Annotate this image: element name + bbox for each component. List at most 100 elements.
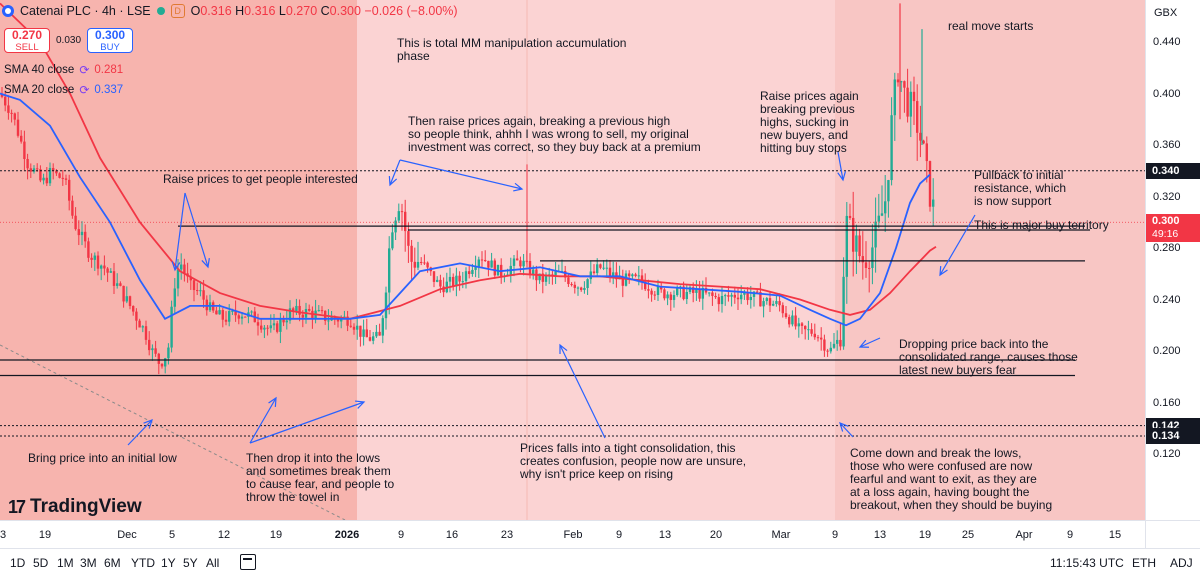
candle-body xyxy=(605,267,608,269)
eth-toggle[interactable]: ETH xyxy=(1132,556,1156,570)
timeframe-button-1m[interactable]: 1M xyxy=(57,556,74,570)
annotation-arrow-head xyxy=(171,261,181,272)
annotation-arrow xyxy=(249,401,365,444)
candle-body xyxy=(640,275,644,282)
annotation-drop-lows: Then drop it into the lows and sometimes… xyxy=(246,451,395,504)
candle-body xyxy=(647,289,650,291)
candle-body xyxy=(932,199,935,207)
candle-body xyxy=(196,290,199,292)
trade-panel: 0.270 SELL 0.030 0.300 BUY xyxy=(4,28,134,53)
candle-body xyxy=(660,286,663,290)
candle-body xyxy=(378,331,381,336)
timeframe-button-1y[interactable]: 1Y xyxy=(161,556,176,570)
candle-body xyxy=(663,289,666,299)
candle-body xyxy=(756,291,759,293)
bottom-toolbar: 1D 5D 1M 3M 6M YTD 1Y 5Y All 11:15:43 UTC ETH AD… xyxy=(0,548,1200,575)
tradingview-logo[interactable]: 17 TradingView xyxy=(8,496,142,518)
candle-body xyxy=(832,343,836,348)
open-value: 0.316 xyxy=(200,4,232,18)
candle-body xyxy=(797,323,800,327)
buy-label: BUY xyxy=(100,42,120,53)
buy-price: 0.300 xyxy=(95,28,126,42)
time-axis[interactable]: 3 19 Dec 5 12 19 2026 9 16 23 Feb 9 13 20 Mar 9 13 19 25 Ap… xyxy=(0,520,1145,548)
adj-toggle[interactable]: ADJ xyxy=(1170,556,1193,570)
sell-button[interactable]: 0.270 SELL xyxy=(4,28,50,53)
candle-body xyxy=(669,294,672,300)
timeframe-button-5y[interactable]: 5Y xyxy=(183,556,198,570)
time-tick-label: 3 xyxy=(0,529,7,541)
candle-body xyxy=(519,260,522,267)
candle-body xyxy=(621,277,624,286)
annotation-arrow-head xyxy=(354,400,366,409)
candle-body xyxy=(295,305,298,312)
candle-body xyxy=(848,215,852,218)
current-price-label: 0.300 49:16 xyxy=(1146,214,1200,243)
candle-body xyxy=(554,271,557,276)
candle-body xyxy=(410,245,413,262)
candle-body xyxy=(580,287,583,290)
timeframe-button-6m[interactable]: 6M xyxy=(104,556,121,570)
time-tick-label: 9 xyxy=(397,529,405,541)
chart-svg[interactable] xyxy=(0,0,1145,520)
buy-button[interactable]: 0.300 BUY xyxy=(87,28,134,53)
candle-body xyxy=(781,305,784,314)
candle-body xyxy=(375,331,378,337)
indicator-sma40[interactable]: SMA 40 close ⟳ 0.281 xyxy=(4,63,123,77)
annotation-arrow xyxy=(127,419,153,446)
candle-body xyxy=(637,275,640,277)
candle-body xyxy=(23,141,26,159)
sma20-line xyxy=(0,92,931,327)
candle-body xyxy=(903,81,906,88)
time-tick-label: 16 xyxy=(445,529,459,541)
candle-body xyxy=(583,288,586,290)
candle-body xyxy=(224,319,228,322)
candle-body xyxy=(234,310,237,316)
timeframe-button-ytd[interactable]: YTD xyxy=(131,556,155,570)
clock-readout[interactable]: 11:15:43 UTC xyxy=(1050,556,1124,570)
calendar-icon[interactable] xyxy=(240,554,256,570)
candle-body xyxy=(448,276,452,282)
timeframe-button-1d[interactable]: 1D xyxy=(10,556,26,570)
indicator-sma20[interactable]: SMA 20 close ⟳ 0.337 xyxy=(4,83,123,97)
candle-body xyxy=(157,353,160,364)
annotation-arrow-head xyxy=(268,396,277,408)
candle-body xyxy=(391,232,394,249)
candle-body xyxy=(279,319,282,332)
candle-body xyxy=(426,262,429,268)
timeframe-button-3m[interactable]: 3M xyxy=(80,556,97,570)
annotation-arrow-head xyxy=(837,171,847,182)
candle-body xyxy=(148,339,151,351)
spread-value: 0.030 xyxy=(56,35,82,46)
currency-label[interactable]: GBX xyxy=(1154,7,1178,19)
chart-plot-area[interactable] xyxy=(0,0,1145,520)
close-label: C xyxy=(320,4,330,18)
candle-body xyxy=(544,274,548,282)
candle-body xyxy=(912,91,916,102)
candle-body xyxy=(199,290,202,292)
candle-body xyxy=(362,329,365,337)
candle-body xyxy=(490,260,493,268)
chart-title[interactable]: Catenai PLC · 4h · LSE xyxy=(20,4,151,18)
candle-body xyxy=(573,284,576,288)
candle-body xyxy=(404,211,407,232)
candle-body xyxy=(784,313,788,318)
sell-label: SELL xyxy=(15,42,39,53)
candle-body xyxy=(112,271,116,286)
annotation-arrow-head xyxy=(858,339,870,348)
timeframe-button-5d[interactable]: 5D xyxy=(33,556,49,570)
candle-body xyxy=(260,325,263,330)
candle-body xyxy=(880,213,884,216)
candle-body xyxy=(138,320,141,328)
timeframe-button-all[interactable]: All xyxy=(206,556,220,570)
candle-body xyxy=(26,158,29,169)
candle-body xyxy=(400,211,404,213)
annotation-raise-again: Then raise prices again, breaking a prev… xyxy=(408,114,701,154)
candle-body xyxy=(628,273,631,277)
sell-price: 0.270 xyxy=(11,28,43,42)
candle-body xyxy=(592,271,596,274)
candle-body xyxy=(480,259,484,261)
candle-body xyxy=(116,283,119,286)
candle-body xyxy=(420,261,423,263)
candle-body xyxy=(32,168,36,172)
price-axis[interactable]: GBX 0.440 0.400 0.360 0.320 0.280 0.240 0.200 0… xyxy=(1145,0,1200,520)
